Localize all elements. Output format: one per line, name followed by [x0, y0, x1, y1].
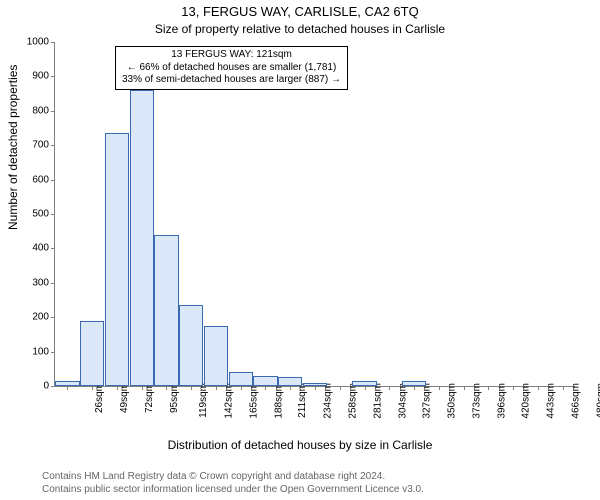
histogram-bar — [229, 372, 253, 386]
x-tick-mark — [67, 386, 68, 390]
histogram-bar — [105, 133, 129, 386]
x-tick-mark — [241, 386, 242, 390]
x-tick-label: 304sqm — [397, 383, 408, 419]
x-tick-mark — [265, 386, 266, 390]
y-tick-label: 1000 — [17, 37, 49, 48]
x-tick-mark — [513, 386, 514, 390]
x-tick-label: 26sqm — [94, 383, 105, 413]
annotation-box: 13 FERGUS WAY: 121sqm ← 66% of detached … — [115, 46, 348, 90]
x-tick-label: 72sqm — [144, 383, 155, 413]
x-tick-mark — [488, 386, 489, 390]
y-tick-mark — [51, 76, 55, 77]
x-axis-label: Distribution of detached houses by size … — [0, 438, 600, 452]
y-tick-mark — [51, 248, 55, 249]
x-tick-mark — [365, 386, 366, 390]
y-tick-mark — [51, 317, 55, 318]
y-tick-mark — [51, 283, 55, 284]
footer-text: Contains HM Land Registry data © Crown c… — [42, 470, 424, 496]
x-tick-label: 258sqm — [348, 383, 359, 419]
x-tick-mark — [142, 386, 143, 390]
y-tick-mark — [51, 352, 55, 353]
y-tick-mark — [51, 145, 55, 146]
x-tick-label: 234sqm — [323, 383, 334, 419]
x-tick-mark — [191, 386, 192, 390]
histogram-bar — [179, 305, 203, 386]
x-tick-label: 188sqm — [273, 383, 284, 419]
x-tick-mark — [563, 386, 564, 390]
histogram-bar — [253, 376, 277, 386]
histogram-bar — [204, 326, 228, 386]
x-tick-mark — [166, 386, 167, 390]
x-tick-label: 373sqm — [471, 383, 482, 419]
x-tick-mark — [439, 386, 440, 390]
y-tick-label: 100 — [17, 346, 49, 357]
x-tick-label: 211sqm — [297, 383, 308, 418]
histogram-bar — [154, 235, 178, 386]
x-tick-mark — [290, 386, 291, 390]
y-tick-mark — [51, 386, 55, 387]
histogram-bar — [130, 90, 154, 386]
annotation-line2: ← 66% of detached houses are smaller (1,… — [122, 62, 341, 75]
x-tick-label: 281sqm — [372, 383, 383, 419]
plot-area: 13 FERGUS WAY: 121sqm ← 66% of detached … — [54, 42, 575, 387]
x-tick-label: 466sqm — [570, 383, 581, 419]
x-tick-label: 443sqm — [546, 383, 557, 419]
x-tick-mark — [315, 386, 316, 390]
y-tick-label: 400 — [17, 243, 49, 254]
x-tick-label: 119sqm — [198, 383, 209, 418]
x-tick-mark — [389, 386, 390, 390]
x-tick-mark — [414, 386, 415, 390]
footer-line1: Contains HM Land Registry data © Crown c… — [42, 470, 424, 483]
x-tick-label: 165sqm — [249, 383, 260, 419]
x-tick-mark — [216, 386, 217, 390]
y-tick-mark — [51, 111, 55, 112]
x-tick-label: 396sqm — [496, 383, 507, 419]
y-tick-label: 800 — [17, 105, 49, 116]
chart-title: 13, FERGUS WAY, CARLISLE, CA2 6TQ — [0, 4, 600, 19]
y-tick-label: 600 — [17, 174, 49, 185]
x-tick-label: 350sqm — [447, 383, 458, 419]
x-tick-mark — [464, 386, 465, 390]
y-tick-mark — [51, 180, 55, 181]
annotation-line1: 13 FERGUS WAY: 121sqm — [122, 49, 341, 62]
x-tick-mark — [538, 386, 539, 390]
histogram-bar — [80, 321, 104, 386]
x-tick-mark — [117, 386, 118, 390]
annotation-line3: 33% of semi-detached houses are larger (… — [122, 74, 341, 87]
x-tick-label: 420sqm — [521, 383, 532, 419]
y-tick-mark — [51, 42, 55, 43]
x-tick-label: 142sqm — [224, 383, 235, 419]
histogram-bar — [278, 377, 302, 386]
x-tick-label: 327sqm — [422, 383, 433, 419]
y-tick-label: 900 — [17, 71, 49, 82]
x-tick-label: 95sqm — [169, 383, 180, 413]
y-tick-label: 500 — [17, 209, 49, 220]
y-tick-label: 700 — [17, 140, 49, 151]
y-tick-label: 200 — [17, 312, 49, 323]
y-tick-label: 0 — [17, 381, 49, 392]
chart-subtitle: Size of property relative to detached ho… — [0, 22, 600, 36]
y-tick-label: 300 — [17, 277, 49, 288]
x-tick-mark — [340, 386, 341, 390]
y-tick-mark — [51, 214, 55, 215]
x-tick-label: 489sqm — [595, 383, 600, 419]
x-tick-mark — [92, 386, 93, 390]
footer-line2: Contains public sector information licen… — [42, 483, 424, 496]
x-tick-label: 49sqm — [119, 383, 130, 413]
